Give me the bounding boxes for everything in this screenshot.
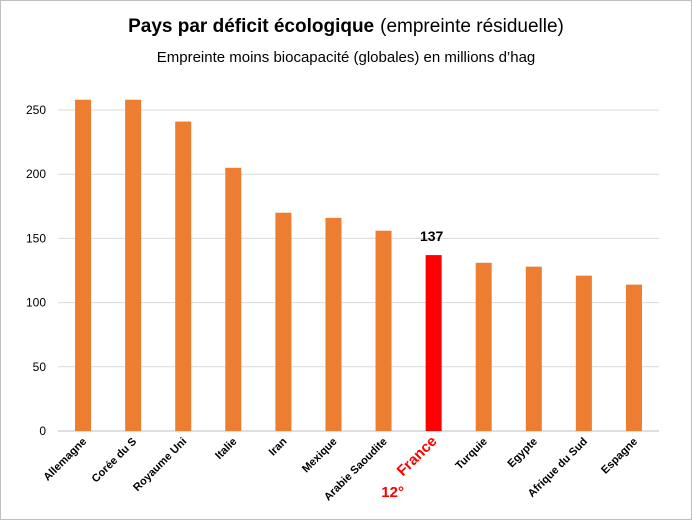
bar-espagne — [625, 284, 642, 431]
bar-afrique-du-sud — [575, 275, 592, 431]
y-tick-label: 150 — [26, 231, 46, 245]
y-axis: 0 50 100 150 200 250 — [26, 103, 46, 438]
y-tick-label: 200 — [26, 167, 46, 181]
x-tick-label: Iran — [267, 435, 290, 458]
bar-egypte — [525, 266, 542, 431]
y-tick-label: 0 — [39, 424, 46, 438]
x-tick-label: Allemagne — [41, 436, 89, 484]
rank-label: 12° — [381, 484, 404, 501]
chart-title-suffix: (empreinte résiduelle) — [380, 16, 564, 37]
x-tick-label: Italie — [213, 436, 239, 462]
x-tick-label: Mexique — [300, 436, 340, 476]
bars — [75, 99, 642, 431]
bar-arabie-saoudite — [375, 230, 392, 431]
y-tick-label: 100 — [26, 296, 46, 310]
x-tick-label: Egypte — [505, 436, 539, 470]
bar-cor-e-du-s — [125, 99, 142, 431]
chart-title-main: Pays par déficit écologique — [128, 16, 374, 37]
bar-france — [425, 255, 442, 431]
x-tick-label: Espagne — [599, 436, 640, 477]
bar-mexique — [325, 217, 342, 431]
annotations: 137 12° — [381, 228, 443, 501]
bar-allemagne — [75, 99, 92, 431]
data-label: 137 — [420, 228, 444, 244]
bar-royaume-uni — [175, 121, 192, 431]
x-tick-label: Corée du S — [90, 436, 140, 486]
bar-italie — [225, 167, 242, 431]
chart-title: Pays par déficit écologique (empreinte ré… — [128, 16, 564, 37]
x-tick-label: Turquie — [453, 436, 489, 472]
bar-iran — [275, 212, 292, 431]
x-tick-label: Royaume Uni — [131, 436, 189, 494]
bar-turquie — [475, 262, 492, 431]
chart-subtitle: Empreinte moins biocapacité (globales) e… — [157, 49, 536, 66]
gridlines — [58, 109, 659, 432]
y-tick-label: 250 — [26, 103, 46, 117]
y-tick-label: 50 — [33, 360, 47, 374]
x-tick-label: France — [394, 433, 441, 480]
